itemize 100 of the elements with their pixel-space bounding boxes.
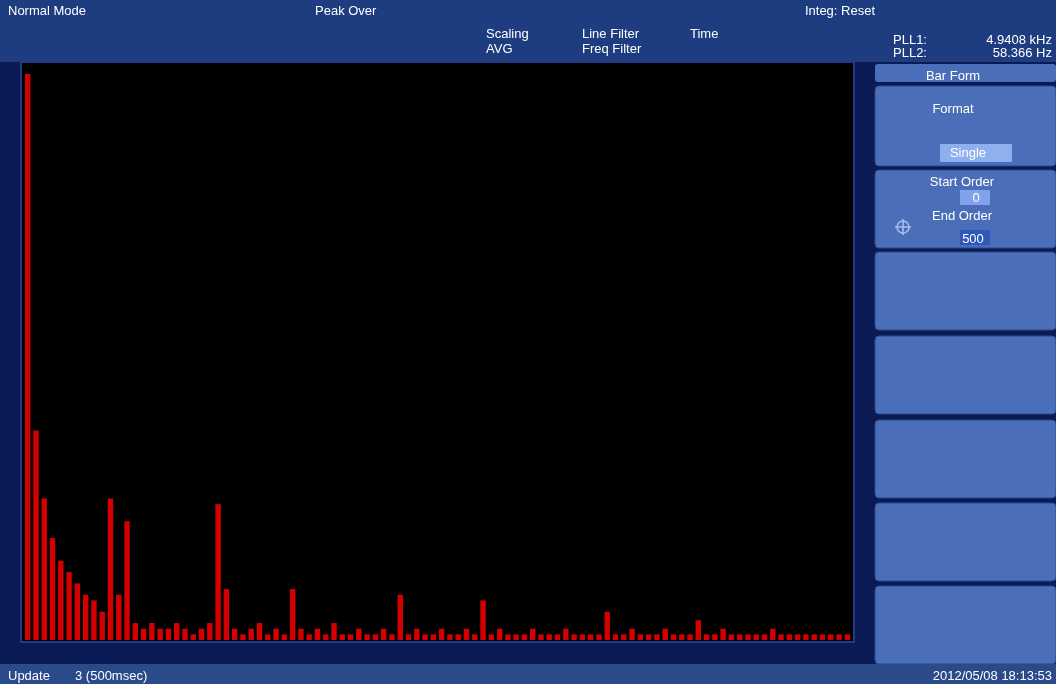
bar bbox=[82, 594, 89, 640]
bar bbox=[339, 634, 345, 640]
bar bbox=[165, 628, 172, 640]
bar bbox=[157, 628, 163, 640]
bar bbox=[447, 634, 453, 640]
bar bbox=[240, 634, 246, 640]
text: 4.9408 kHz bbox=[986, 32, 1052, 47]
bar bbox=[828, 634, 834, 640]
bar bbox=[803, 634, 809, 640]
bar bbox=[571, 634, 577, 640]
bar bbox=[66, 572, 72, 640]
text: Start Order bbox=[929, 174, 995, 189]
bar bbox=[794, 634, 801, 640]
text: Normal Mode bbox=[8, 3, 87, 18]
text: AVG bbox=[486, 41, 513, 56]
text: Scaling bbox=[486, 26, 529, 41]
bar bbox=[679, 634, 685, 640]
bar bbox=[182, 628, 188, 640]
bar bbox=[364, 634, 370, 640]
bar bbox=[116, 594, 122, 640]
bar bbox=[397, 594, 403, 640]
bar bbox=[25, 74, 31, 640]
bar bbox=[819, 634, 826, 640]
text: Time bbox=[690, 26, 719, 41]
bar bbox=[736, 634, 743, 640]
text: 0 bbox=[972, 190, 980, 205]
text: Peak Over bbox=[315, 3, 378, 18]
bar bbox=[645, 634, 652, 640]
bar bbox=[215, 504, 221, 640]
text: Update bbox=[8, 668, 50, 683]
bar bbox=[174, 623, 180, 640]
bar bbox=[265, 634, 271, 640]
bar bbox=[505, 634, 511, 640]
bar bbox=[786, 634, 793, 640]
bar bbox=[223, 589, 230, 640]
bar bbox=[273, 628, 279, 640]
bar bbox=[91, 600, 97, 640]
bar bbox=[761, 634, 768, 640]
bar bbox=[422, 634, 428, 640]
bar bbox=[770, 628, 776, 640]
bar bbox=[836, 634, 842, 640]
bar bbox=[695, 620, 701, 640]
bar bbox=[587, 634, 594, 640]
bar bbox=[778, 634, 784, 640]
bar bbox=[563, 628, 569, 640]
bar bbox=[41, 498, 47, 640]
text: 500 bbox=[962, 231, 984, 246]
text: PLL1: bbox=[893, 32, 927, 47]
bar bbox=[124, 521, 130, 640]
bar bbox=[430, 634, 437, 640]
bar bbox=[132, 623, 139, 640]
bar bbox=[463, 628, 470, 640]
bar bbox=[298, 628, 304, 640]
bar bbox=[149, 623, 155, 640]
bar bbox=[74, 583, 81, 640]
bar bbox=[579, 634, 586, 640]
bar bbox=[596, 634, 602, 640]
bar bbox=[670, 634, 677, 640]
bar bbox=[281, 634, 288, 640]
text: Line Filter bbox=[582, 26, 640, 41]
text: End Order bbox=[932, 208, 993, 223]
bar bbox=[662, 628, 668, 640]
bar bbox=[347, 634, 354, 640]
bar bbox=[712, 634, 718, 640]
bar bbox=[58, 560, 64, 640]
bar bbox=[521, 634, 528, 640]
bar bbox=[198, 628, 205, 640]
bar bbox=[654, 634, 660, 640]
bar bbox=[256, 623, 263, 640]
bar bbox=[621, 634, 627, 640]
bar bbox=[49, 538, 56, 640]
bar bbox=[604, 611, 610, 640]
bar bbox=[372, 634, 379, 640]
bar bbox=[405, 634, 412, 640]
bar bbox=[720, 628, 726, 640]
bar bbox=[314, 628, 321, 640]
bar bbox=[811, 634, 817, 640]
bar bbox=[728, 634, 735, 640]
text: Single bbox=[949, 145, 987, 160]
bar bbox=[323, 634, 329, 640]
bar bbox=[637, 634, 644, 640]
bar bbox=[513, 634, 519, 640]
text: Integ: Reset bbox=[804, 3, 876, 18]
text: 2012/05/08 18:13:53 bbox=[932, 668, 1052, 683]
bar bbox=[488, 634, 494, 640]
bar bbox=[33, 430, 39, 640]
text: 3 (500msec) bbox=[75, 668, 148, 683]
bar bbox=[538, 634, 544, 640]
text: 58.366 Hz bbox=[992, 45, 1052, 60]
bar bbox=[140, 628, 147, 640]
bar bbox=[472, 634, 478, 640]
bar bbox=[612, 634, 619, 640]
bar bbox=[389, 634, 395, 640]
bar bbox=[331, 623, 337, 640]
bar bbox=[480, 600, 486, 640]
bar bbox=[99, 611, 105, 640]
text: Freq Filter bbox=[582, 41, 642, 56]
bar bbox=[190, 634, 196, 640]
bar bbox=[438, 628, 445, 640]
bar bbox=[414, 628, 420, 640]
